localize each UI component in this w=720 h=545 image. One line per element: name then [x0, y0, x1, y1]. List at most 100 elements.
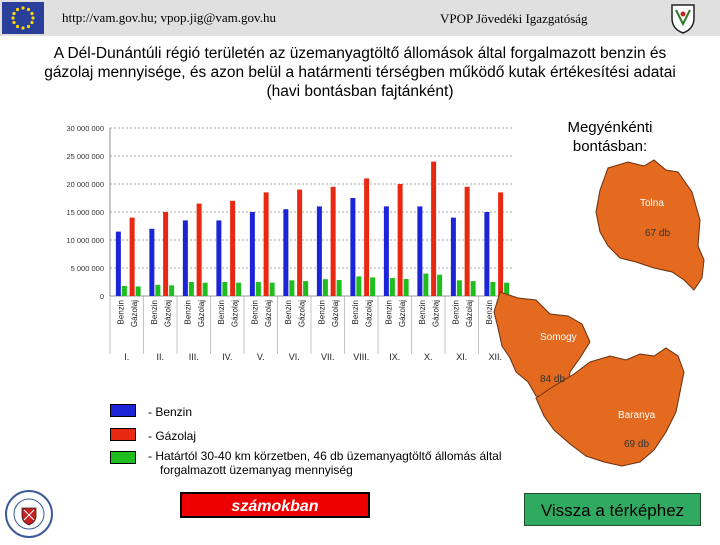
bar-type-label: Gázolaj: [164, 300, 173, 327]
bar-gazolaj: [297, 189, 303, 296]
x-tick-label: IV.: [222, 352, 232, 362]
map-count-baranya: 69 db: [624, 439, 649, 450]
legend-swatch-benzin: [110, 404, 136, 417]
bar-hatar: [370, 277, 376, 296]
bar-gazolaj: [129, 217, 135, 296]
y-tick-label: 5 000 000: [71, 264, 104, 273]
legend-swatch-gazolaj: [110, 428, 136, 441]
bar-hatar: [470, 281, 476, 296]
bar-hatar: [236, 282, 242, 296]
bar-gazolaj: [498, 192, 504, 296]
bar-gazolaj: [163, 212, 169, 296]
bar-hatar: [490, 282, 496, 296]
bar-benzin: [283, 209, 289, 296]
bar-benzin: [182, 220, 188, 296]
bar-gazolaj: [263, 192, 269, 296]
legend-label-hatar-line-2: forgalmazott üzemanyag mennyiség: [160, 463, 353, 477]
title-line-3: (havi bontásban fajtánként): [266, 83, 454, 100]
bar-hatar: [135, 286, 141, 296]
bar-type-label: Gázolaj: [432, 300, 441, 327]
bar-benzin: [149, 228, 155, 296]
map-region-baranya[interactable]: [535, 347, 685, 467]
bar-type-label: Benzin: [418, 300, 427, 324]
x-tick-label: I.: [124, 352, 129, 362]
title-line-1: A Dél-Dunántúli régió területén az üzema…: [53, 45, 667, 62]
bar-type-label: Benzin: [250, 300, 259, 324]
bar-gazolaj: [364, 178, 370, 296]
bar-hatar: [169, 285, 175, 296]
bar-benzin: [115, 231, 121, 296]
x-tick-label: VI.: [289, 352, 300, 362]
header-url: http://vam.gov.hu; vpop.jig@vam.gov.hu: [62, 10, 276, 25]
bar-hatar: [303, 281, 309, 296]
bar-type-label: Benzin: [451, 300, 460, 324]
bar-hatar: [121, 285, 127, 296]
bar-hatar: [504, 282, 510, 296]
legend-label-gazolaj: - Gázolaj: [148, 429, 197, 443]
bar-benzin: [350, 198, 356, 296]
bar-gazolaj: [330, 186, 336, 296]
bar-type-label: Benzin: [351, 300, 360, 324]
bar-benzin: [316, 206, 322, 296]
bar-benzin: [216, 220, 222, 296]
bar-type-label: Gázolaj: [365, 300, 374, 327]
bar-hatar: [437, 274, 443, 296]
eu-flag-icon: [2, 2, 44, 34]
map-count-tolna: 67 db: [645, 228, 670, 239]
bar-type-label: Benzin: [116, 300, 125, 324]
x-tick-label: X.: [424, 352, 433, 362]
legend-swatch-hatar: [110, 451, 136, 464]
bar-gazolaj: [196, 203, 202, 296]
bar-benzin: [450, 217, 456, 296]
bar-hatar: [356, 276, 362, 296]
y-tick-label: 20 000 000: [66, 180, 104, 189]
x-tick-label: VII.: [321, 352, 335, 362]
szamokban-button[interactable]: számokban: [180, 492, 370, 518]
x-tick-label: XII.: [488, 352, 502, 362]
bar-hatar: [336, 280, 342, 296]
map-label-tolna: Tolna: [640, 198, 664, 209]
bar-type-label: Benzin: [317, 300, 326, 324]
legend-label-benzin: - Benzin: [148, 405, 193, 419]
bar-hatar: [255, 282, 261, 296]
bar-type-label: Gázolaj: [298, 300, 307, 327]
coat-of-arms-icon: [668, 2, 698, 34]
y-tick-label: 0: [100, 292, 104, 301]
bar-gazolaj: [464, 186, 470, 296]
bar-type-label: Gázolaj: [130, 300, 139, 327]
bar-hatar: [155, 284, 161, 296]
header-bar: http://vam.gov.hu; vpop.jig@vam.gov.hu V…: [0, 0, 720, 36]
x-tick-label: III.: [189, 352, 199, 362]
map-region-tolna[interactable]: [595, 159, 705, 291]
bar-gazolaj: [230, 200, 236, 296]
bar-type-label: Gázolaj: [465, 300, 474, 327]
bar-benzin: [383, 206, 389, 296]
bar-benzin: [417, 206, 423, 296]
y-tick-label: 15 000 000: [66, 208, 104, 217]
bar-benzin: [249, 212, 255, 296]
map-title: Megyénkénti bontásban:: [567, 119, 653, 155]
bar-type-label: Benzin: [183, 300, 192, 324]
map-label-somogy: Somogy: [540, 332, 577, 343]
y-tick-label: 25 000 000: [66, 152, 104, 161]
legend-label-hatar-line-1: - Határtól 30-40 km körzetben, 46 db üze…: [148, 449, 502, 463]
x-tick-label: II.: [156, 352, 164, 362]
bar-hatar: [202, 282, 208, 296]
bar-hatar: [423, 273, 429, 296]
bar-hatar: [456, 280, 462, 296]
bar-hatar: [389, 278, 395, 296]
bar-hatar: [269, 282, 275, 296]
bar-type-label: Gázolaj: [264, 300, 273, 327]
bar-hatar: [289, 280, 295, 296]
x-tick-label: IX.: [389, 352, 400, 362]
x-tick-label: XI.: [456, 352, 467, 362]
x-tick-label: VIII.: [353, 352, 369, 362]
bar-gazolaj: [397, 184, 403, 296]
y-tick-label: 10 000 000: [66, 236, 104, 245]
bar-type-label: Benzin: [485, 300, 494, 324]
bar-chart: 0 5 000 000 10 000 000 15 000 000 20 000 000…: [66, 124, 512, 362]
bar-type-label: Benzin: [150, 300, 159, 324]
bar-hatar: [322, 279, 328, 296]
map-count-somogy: 84 db: [540, 374, 565, 385]
back-to-map-button[interactable]: Vissza a térképhez: [524, 493, 701, 526]
